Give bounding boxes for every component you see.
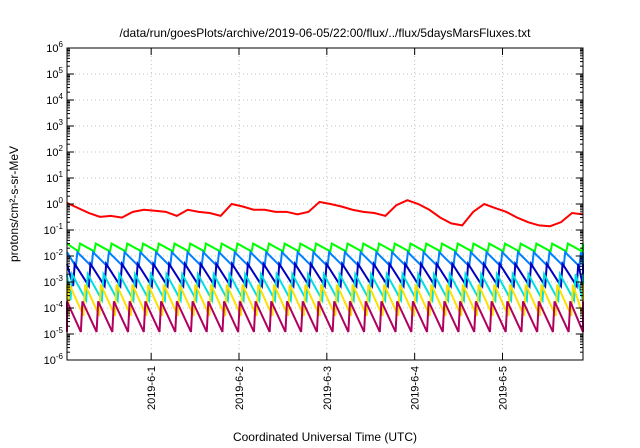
chart-title: /data/run/goesPlots/archive/2019-06-05/2… <box>120 26 532 40</box>
y-tick-label: 10-1 <box>44 222 64 237</box>
series-line <box>66 300 584 333</box>
x-tick-label: 2019-6-5 <box>497 366 509 410</box>
y-tick-label: 10-6 <box>44 352 64 367</box>
y-tick-label: 101 <box>46 170 63 185</box>
series-group <box>66 199 584 333</box>
series-line <box>66 284 584 317</box>
y-tick-label: 102 <box>46 144 63 159</box>
y-axis-label: protons/cm²-s-sr-MeV <box>7 146 21 262</box>
y-tick-label: 106 <box>46 40 63 55</box>
y-tick-label: 10-5 <box>44 326 64 341</box>
y-axis-ticks: 10-6 10-5 10-4 10-3 10-2 10-1 100 101 102 103 104 1… <box>44 40 583 367</box>
y-tick-label: 103 <box>46 118 63 133</box>
y-tick-label: 105 <box>46 66 63 81</box>
y-tick-label: 104 <box>46 92 63 107</box>
series-line <box>66 250 584 270</box>
y-tick-label: 10-2 <box>44 248 64 263</box>
x-tick-label: 2019-6-3 <box>322 366 334 410</box>
series-line <box>66 260 584 290</box>
x-axis-label: Coordinated Universal Time (UTC) <box>233 430 417 444</box>
x-tick-label: 2019-6-4 <box>410 366 422 410</box>
series-line <box>66 242 584 254</box>
y-tick-label: 100 <box>46 196 63 211</box>
x-axis-ticks: 2019-6-1 2019-6-2 2019-6-3 2019-6-4 2019-6-5 <box>146 48 509 410</box>
y-tick-label: 10-4 <box>44 300 64 315</box>
x-tick-label: 2019-6-1 <box>146 366 158 410</box>
y-tick-label: 10-3 <box>44 274 64 289</box>
x-tick-label: 2019-6-2 <box>234 366 246 410</box>
series-line <box>66 199 584 228</box>
